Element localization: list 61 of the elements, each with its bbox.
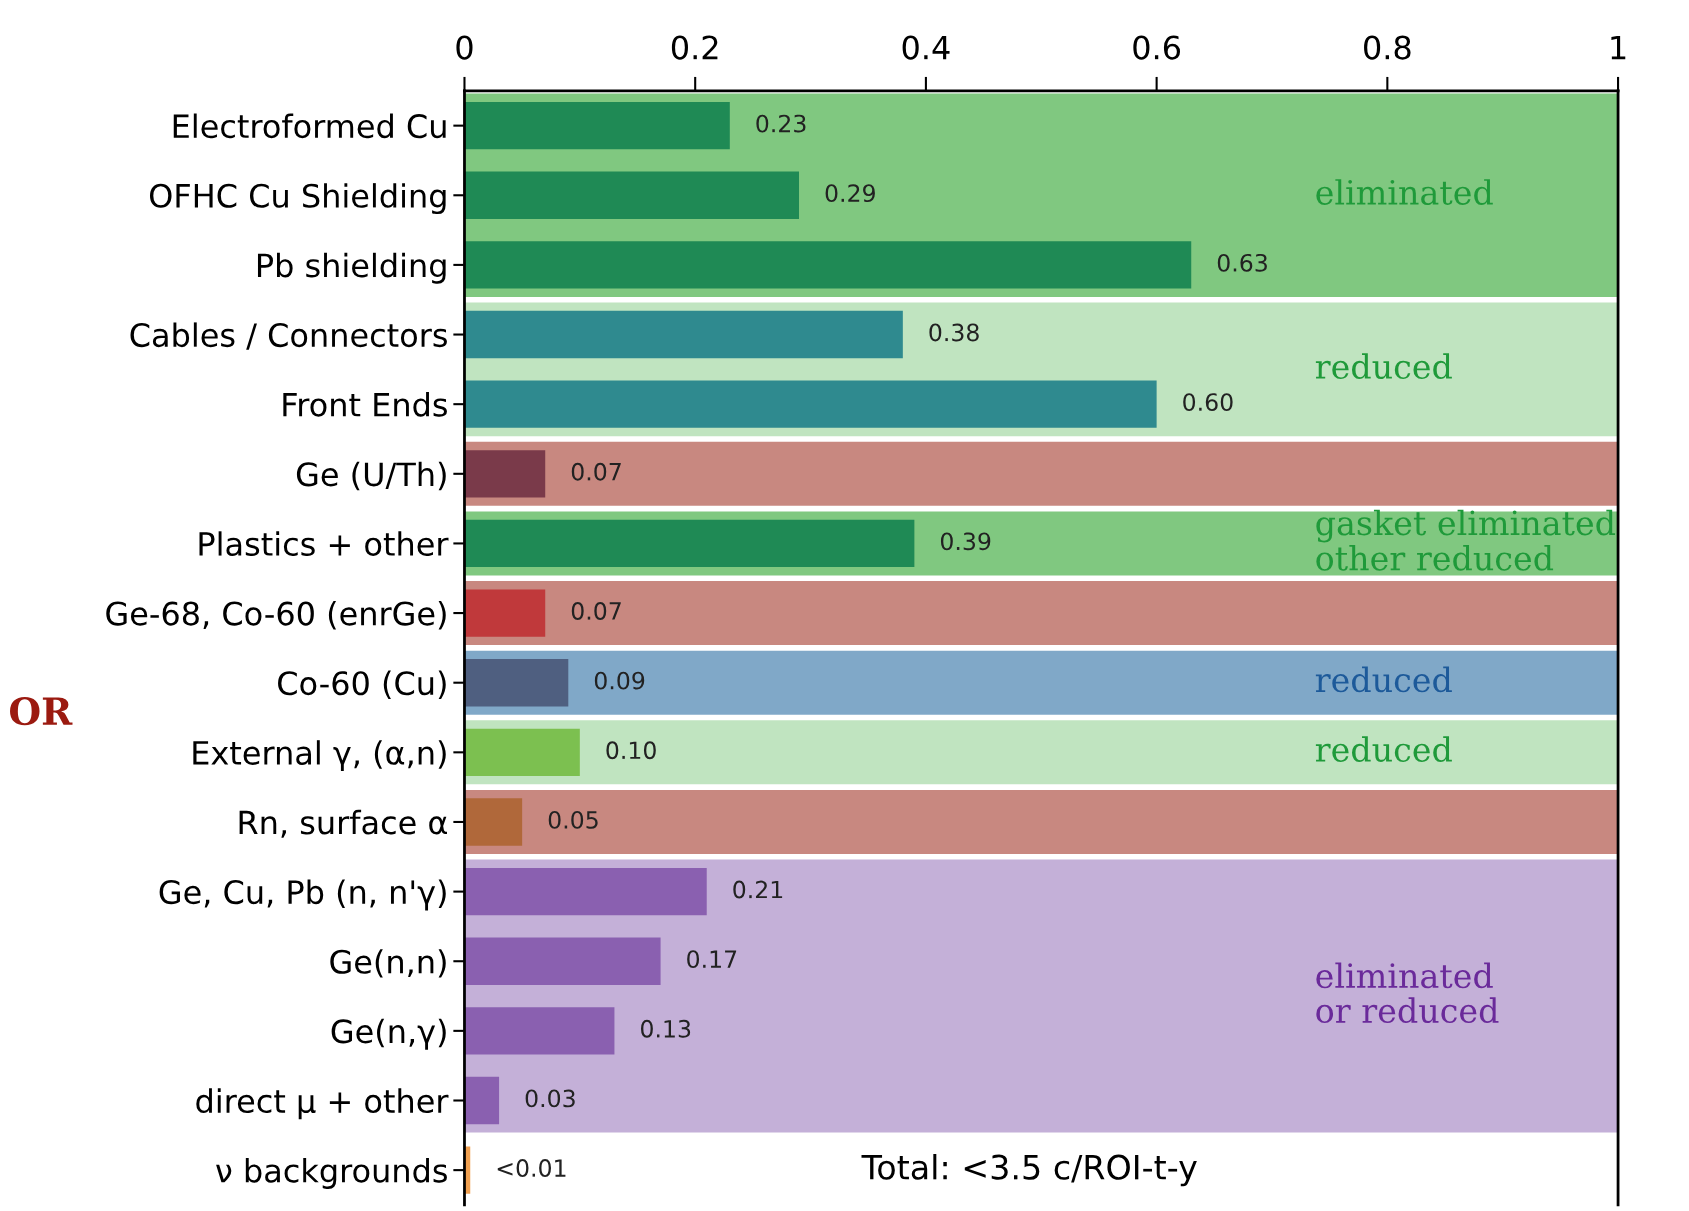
y-tick-label: Ge-68, Co-60 (enrGe) bbox=[106, 600, 446, 630]
data-label: 0.07 bbox=[571, 602, 621, 620]
bar bbox=[464, 450, 546, 498]
band-label: eliminated or reduced bbox=[1316, 962, 1499, 1024]
y-tick-label: Ge(n,n) bbox=[330, 949, 446, 978]
data-label: 0.07 bbox=[571, 462, 621, 481]
data-label: 0.13 bbox=[641, 1019, 691, 1038]
y-tick-label: Co-60 (Cu) bbox=[278, 670, 446, 700]
band-label: reduced bbox=[1315, 736, 1452, 763]
data-label: 0.23 bbox=[756, 114, 806, 133]
data-label: 0.21 bbox=[733, 880, 783, 899]
y-tick-label: Cables / Connectors bbox=[130, 322, 447, 350]
data-label: 0.29 bbox=[825, 184, 875, 203]
bar bbox=[464, 589, 546, 637]
y-tick-label: Ge, Cu, Pb (n, n'γ) bbox=[159, 879, 446, 911]
bar bbox=[464, 1007, 615, 1055]
band-label: reduced bbox=[1315, 666, 1452, 693]
data-label: 0.38 bbox=[929, 323, 979, 342]
x-tick-label: 0.8 bbox=[1364, 35, 1411, 60]
y-tick-label: External γ, (α,n) bbox=[193, 740, 446, 772]
bar bbox=[464, 659, 569, 707]
y-tick-label: Plastics + other bbox=[199, 531, 449, 557]
data-label: 0.60 bbox=[1183, 393, 1233, 412]
bar bbox=[464, 310, 903, 359]
y-tick-label: Ge (U/Th) bbox=[296, 461, 446, 491]
annotation: Total: <3.5 c/ROI-t-y bbox=[861, 1154, 1197, 1187]
band-label: eliminated bbox=[1316, 179, 1493, 205]
data-label: 0.39 bbox=[940, 532, 991, 551]
data-label: 0.17 bbox=[687, 950, 737, 969]
band-label: gasket eliminated other reduced bbox=[1316, 509, 1616, 571]
x-tick-label: 0.2 bbox=[671, 35, 718, 60]
y-tick-label: Electroformed Cu bbox=[173, 113, 446, 139]
data-label: 0.05 bbox=[548, 810, 598, 829]
bar bbox=[464, 937, 661, 985]
x-tick-label: 0.4 bbox=[902, 35, 950, 60]
y-tick-label: Pb shielding bbox=[257, 252, 446, 284]
data-label: 0.09 bbox=[594, 671, 645, 690]
y-tick-label: Front Ends bbox=[283, 392, 447, 417]
data-label: 0.10 bbox=[606, 741, 656, 760]
y-tick-label: direct μ + other bbox=[196, 1088, 449, 1120]
x-tick-label: 0 bbox=[456, 35, 473, 60]
y-tick-label: Ge(n,γ) bbox=[331, 1018, 446, 1050]
bar bbox=[464, 380, 1157, 428]
band-label: reduced bbox=[1315, 353, 1452, 380]
y-tick-label: OFHC Cu Shielding bbox=[149, 183, 446, 215]
bar bbox=[464, 519, 915, 568]
x-tick-label: 1 bbox=[1611, 35, 1626, 60]
bar bbox=[464, 241, 1192, 289]
bar bbox=[464, 798, 523, 846]
bar bbox=[464, 728, 580, 777]
bar bbox=[464, 867, 707, 916]
data-label: 0.03 bbox=[525, 1089, 575, 1108]
data-label: <0.01 bbox=[497, 1159, 566, 1177]
y-tick-label: ν backgrounds bbox=[216, 1157, 447, 1189]
y-tick-label: Rn, surface α bbox=[239, 809, 447, 838]
bar bbox=[464, 171, 800, 219]
text: OR bbox=[10, 697, 73, 726]
bar bbox=[464, 101, 730, 150]
bar bbox=[464, 1076, 500, 1125]
x-tick-label: 0.6 bbox=[1133, 35, 1181, 60]
data-label: 0.63 bbox=[1217, 253, 1267, 272]
